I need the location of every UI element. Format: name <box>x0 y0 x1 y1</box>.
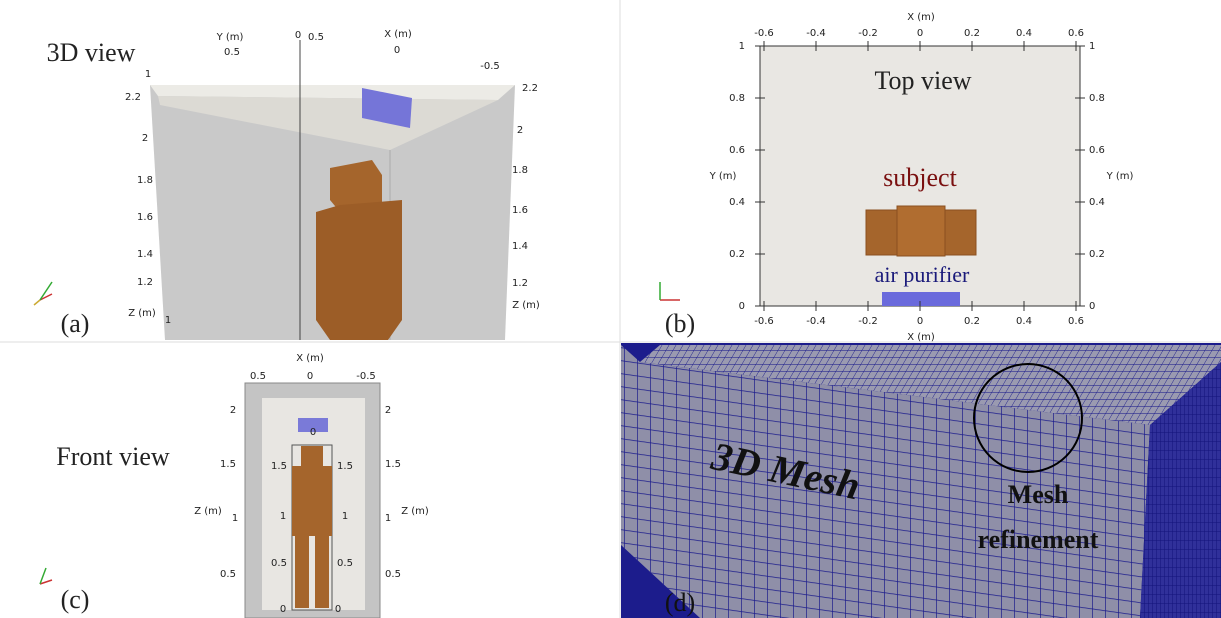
axis-text: 0.5 <box>337 558 353 569</box>
axis-text: X (m) <box>296 353 324 364</box>
axis-text: Z (m) <box>194 506 222 517</box>
axis-text: 0 <box>280 604 286 615</box>
y-tick-label: 0.2 <box>729 249 745 260</box>
axis-text: 0.5 <box>271 558 287 569</box>
axis-text: 2 <box>517 125 523 136</box>
axis-text: 1.8 <box>137 175 153 186</box>
panel-label: (c) <box>61 585 90 614</box>
axis-text: 1 <box>385 513 391 524</box>
purifier-top <box>882 292 960 306</box>
axis-text: Z (m) <box>128 308 156 319</box>
subject-label: subject <box>883 163 957 192</box>
axis-text: 1 <box>232 513 238 524</box>
x-tick-label: 0 <box>917 28 923 39</box>
x-tick-label: 0.2 <box>964 28 980 39</box>
y-tick-label: 0 <box>739 301 745 312</box>
y-tick-label: 1 <box>739 41 745 52</box>
x-tick-label: -0.2 <box>858 316 878 327</box>
axis-text: 1.5 <box>337 461 353 472</box>
panel-title: Front view <box>56 442 170 471</box>
axis-text: 0.5 <box>220 569 236 580</box>
x-tick-label: 0.2 <box>964 316 980 327</box>
x-tick-label: -0.2 <box>858 28 878 39</box>
y-axis-label: Y (m) <box>709 171 737 182</box>
x-tick-label: 0.4 <box>1016 28 1032 39</box>
axis-text: 0 <box>295 30 301 41</box>
purifier-label: air purifier <box>875 262 970 287</box>
axis-text: 1.5 <box>220 459 236 470</box>
axis-text: 0.5 <box>385 569 401 580</box>
axis-text: -0.5 <box>480 61 500 72</box>
axis-text: 1.8 <box>512 165 528 176</box>
axis-text: 0 <box>310 427 316 438</box>
panel-label: (d) <box>665 588 695 617</box>
annotation: refinement <box>978 525 1099 554</box>
y-tick-label: 1 <box>1089 41 1095 52</box>
axis-text: 2 <box>385 405 391 416</box>
x-axis-label: X (m) <box>907 332 935 343</box>
annotation: Mesh <box>1008 480 1069 509</box>
axis-text: -0.5 <box>356 371 376 382</box>
x-tick-label: 0.4 <box>1016 316 1032 327</box>
x-tick-label: -0.6 <box>754 28 774 39</box>
axis-text: 2.2 <box>522 83 538 94</box>
y-tick-label: 0.4 <box>1089 197 1105 208</box>
x-axis-label: X (m) <box>907 12 935 23</box>
room-3d <box>150 40 515 340</box>
axis-text: 1.2 <box>512 278 528 289</box>
axis-text: Y (m) <box>216 32 244 43</box>
axis-text: 1.5 <box>385 459 401 470</box>
axis-text: 1.2 <box>137 277 153 288</box>
x-tick-label: -0.4 <box>806 316 826 327</box>
axis-text: 1 <box>342 511 348 522</box>
axis-text: 2.2 <box>125 92 141 103</box>
x-tick-label: 0.6 <box>1068 28 1084 39</box>
axis-text: Z (m) <box>401 506 429 517</box>
axis-text: 1.4 <box>512 241 528 252</box>
axis-text: 0 <box>307 371 313 382</box>
y-tick-label: 0.8 <box>1089 93 1105 104</box>
axis-text: 1.6 <box>512 205 528 216</box>
axis-text: 1 <box>145 69 151 80</box>
axis-text: 0.5 <box>308 32 324 43</box>
axis-text: Z (m) <box>512 300 540 311</box>
y-tick-label: 0 <box>1089 301 1095 312</box>
axis-text: 1.6 <box>137 212 153 223</box>
figure: 3D view (a) Y (m) 0.5 0 0.5 X (m) 0 -0.5 1 2.2 2 1.8… <box>0 0 1221 618</box>
room-front <box>245 383 380 618</box>
y-tick-label: 0.2 <box>1089 249 1105 260</box>
axis-text: 0.5 <box>250 371 266 382</box>
y-tick-label: 0.4 <box>729 197 745 208</box>
axis-text: 0 <box>394 45 400 56</box>
x-tick-label: -0.6 <box>754 316 774 327</box>
axis-text: 1.5 <box>271 461 287 472</box>
axis-text: 2 <box>142 133 148 144</box>
axis-text: 1 <box>280 511 286 522</box>
panel-title: Top view <box>874 66 971 95</box>
x-tick-label: 0 <box>917 316 923 327</box>
axis-text: 0.5 <box>224 47 240 58</box>
axis-text: 1 <box>165 315 171 326</box>
x-tick-label: -0.4 <box>806 28 826 39</box>
panel-title: 3D view <box>47 38 136 67</box>
panel-label: (a) <box>61 309 90 338</box>
axis-text: 0 <box>335 604 341 615</box>
axis-text: 1.4 <box>137 249 153 260</box>
y-tick-label: 0.6 <box>729 145 745 156</box>
x-tick-label: 0.6 <box>1068 316 1084 327</box>
axis-text: 2 <box>230 405 236 416</box>
y-axis-label: Y (m) <box>1106 171 1134 182</box>
axis-text: X (m) <box>384 29 412 40</box>
y-tick-label: 0.6 <box>1089 145 1105 156</box>
mesh <box>621 343 1221 618</box>
panel-label: (b) <box>665 309 695 338</box>
subject-top <box>866 206 976 256</box>
y-tick-label: 0.8 <box>729 93 745 104</box>
